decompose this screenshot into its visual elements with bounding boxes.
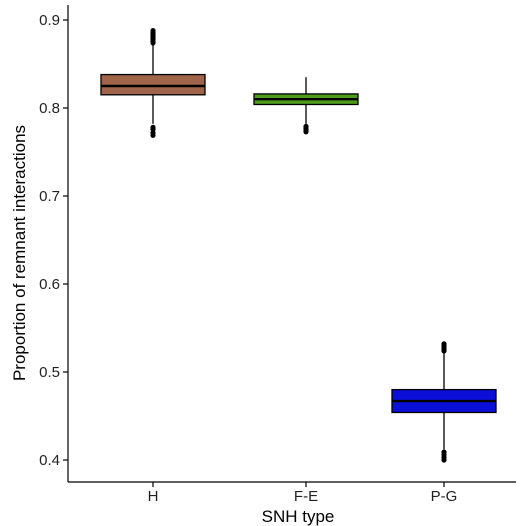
y-tick-label: 0.6 <box>39 276 60 293</box>
box-body <box>100 73 206 96</box>
y-tick-label: 0.5 <box>39 364 60 381</box>
x-axis-title: SNH type <box>262 507 335 526</box>
outlier-point <box>441 449 447 455</box>
plot-area: 0.4 0.5 0.6 0.7 0.8 0.9 H F-E P-G <box>39 5 516 505</box>
outlier-point <box>303 123 309 130</box>
y-axis-title-group: Proportion of remnant interactions <box>10 125 29 381</box>
x-tick-label: P-G <box>431 488 458 505</box>
y-tick-label: 0.4 <box>39 452 60 469</box>
y-tick-label: 0.7 <box>39 188 60 205</box>
y-tick-label: 0.8 <box>39 100 60 117</box>
x-tick-label: H <box>148 488 159 505</box>
y-axis-title: Proportion of remnant interactions <box>10 125 29 381</box>
y-tick-label: 0.9 <box>39 12 60 29</box>
outlier-point <box>150 124 156 130</box>
outlier-point <box>150 27 156 34</box>
box-p-g <box>391 341 497 463</box>
box-f-e <box>253 77 359 135</box>
x-tick-label: F-E <box>294 488 318 505</box>
outlier-point <box>441 341 447 347</box>
box-h <box>100 27 206 138</box>
